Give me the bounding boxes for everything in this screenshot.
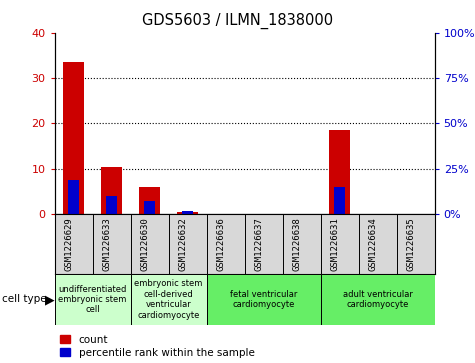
Text: undifferentiated
embryonic stem
cell: undifferentiated embryonic stem cell — [58, 285, 127, 314]
Bar — [139, 187, 160, 214]
Text: GSM1226633: GSM1226633 — [103, 217, 112, 271]
Bar — [329, 130, 350, 214]
Bar — [106, 196, 117, 214]
FancyBboxPatch shape — [131, 274, 207, 325]
Text: GSM1226632: GSM1226632 — [179, 217, 188, 271]
Text: embryonic stem
cell-derived
ventricular
cardiomyocyte: embryonic stem cell-derived ventricular … — [134, 280, 203, 319]
Bar — [68, 180, 79, 214]
Text: GSM1226638: GSM1226638 — [293, 217, 302, 271]
Text: GSM1226630: GSM1226630 — [141, 217, 150, 271]
Bar — [182, 211, 193, 214]
Text: GSM1226637: GSM1226637 — [255, 217, 264, 271]
Legend: count, percentile rank within the sample: count, percentile rank within the sample — [60, 335, 255, 358]
FancyBboxPatch shape — [321, 274, 435, 325]
Bar — [334, 187, 345, 214]
Text: GSM1226629: GSM1226629 — [65, 217, 74, 271]
Bar — [177, 212, 198, 214]
FancyBboxPatch shape — [55, 274, 131, 325]
Bar — [101, 167, 122, 214]
Text: GSM1226636: GSM1226636 — [217, 217, 226, 271]
Bar — [144, 201, 155, 214]
Text: cell type: cell type — [2, 294, 47, 305]
Text: GSM1226635: GSM1226635 — [407, 217, 416, 271]
Text: GSM1226634: GSM1226634 — [369, 217, 378, 271]
Text: adult ventricular
cardiomyocyte: adult ventricular cardiomyocyte — [342, 290, 413, 309]
Text: GDS5603 / ILMN_1838000: GDS5603 / ILMN_1838000 — [142, 13, 333, 29]
Text: ▶: ▶ — [45, 293, 55, 306]
Text: GSM1226631: GSM1226631 — [331, 217, 340, 271]
Bar — [63, 62, 84, 214]
Text: fetal ventricular
cardiomyocyte: fetal ventricular cardiomyocyte — [230, 290, 297, 309]
FancyBboxPatch shape — [207, 274, 321, 325]
